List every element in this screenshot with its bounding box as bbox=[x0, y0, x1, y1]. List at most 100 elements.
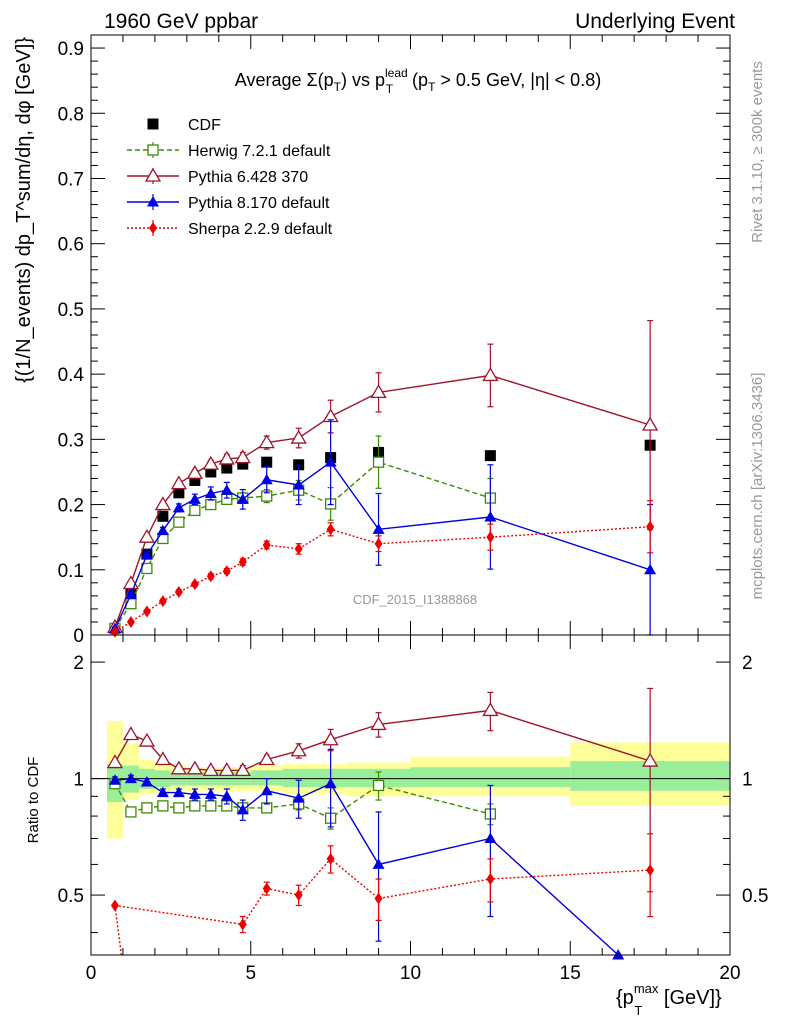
ratio-point bbox=[173, 802, 185, 814]
main-point bbox=[205, 498, 217, 511]
ratio-y-tick-label-right: 2 bbox=[742, 653, 753, 674]
legend-entry-cdf: CDF bbox=[147, 117, 221, 134]
main-y-tick-label: 0.4 bbox=[58, 365, 85, 386]
ratio-point bbox=[292, 792, 305, 803]
main-point bbox=[125, 598, 137, 610]
ratio-series-sherpa-2-2-9-default bbox=[110, 833, 655, 956]
main-point bbox=[484, 450, 496, 462]
main-plot-area: CDF_2015_I1388868 0 0.1 0.2 0.3 0.4 0.5 0.6 0.7… bbox=[58, 34, 731, 647]
x-axis-label: {pmax T [GeV]} bbox=[616, 981, 722, 1018]
main-point bbox=[157, 510, 169, 522]
legend-entry-pythia-8-170-default: Pythia 8.170 default bbox=[127, 194, 330, 212]
main-point bbox=[218, 450, 235, 465]
ratio-point bbox=[124, 772, 137, 784]
main-y-tick-label: 0.6 bbox=[58, 235, 84, 256]
ratio-point bbox=[106, 754, 124, 769]
main-point bbox=[260, 473, 273, 485]
main-point bbox=[172, 501, 185, 513]
xlabel-open: {p bbox=[616, 987, 634, 1009]
ratio-point bbox=[154, 751, 172, 766]
main-series-pythia-6-428-370 bbox=[106, 320, 659, 633]
ratio-band-inner bbox=[282, 768, 347, 788]
ratio-point bbox=[156, 786, 169, 798]
ratio-point bbox=[260, 784, 273, 796]
main-point bbox=[261, 456, 273, 468]
title-sub-t2: T bbox=[386, 82, 394, 96]
legend-label: Pythia 6.428 370 bbox=[188, 169, 308, 186]
main-point bbox=[138, 528, 156, 543]
ratio-point bbox=[641, 752, 659, 767]
main-point bbox=[189, 474, 201, 486]
main-point bbox=[170, 475, 187, 490]
main-y-tick-label: 0.9 bbox=[58, 39, 84, 60]
main-point bbox=[221, 462, 233, 474]
ratio-y-tick-label: 0.5 bbox=[58, 886, 84, 907]
xlabel-sup: max bbox=[634, 981, 659, 996]
mcplots-label: mcplots.cern.ch [arXiv:1306.3436] bbox=[749, 373, 766, 600]
watermark: CDF_2015_I1388868 bbox=[353, 592, 477, 607]
ratio-point bbox=[374, 892, 383, 905]
main-point bbox=[156, 524, 169, 536]
ratio-point bbox=[262, 882, 271, 895]
main-point bbox=[262, 539, 271, 551]
main-point bbox=[174, 585, 183, 598]
legend-label: Pythia 8.170 default bbox=[188, 195, 330, 212]
title-mid: ) vs p bbox=[341, 70, 385, 90]
legend-marker bbox=[147, 196, 159, 207]
ratio-plot-area: 0.5 0.51 12 20 5 10 15 20 bbox=[58, 634, 768, 984]
ratio-point bbox=[125, 806, 137, 818]
ratio-point bbox=[202, 762, 219, 777]
main-point bbox=[486, 531, 495, 544]
main-point bbox=[202, 455, 219, 470]
main-y-tick-label: 0.5 bbox=[58, 300, 84, 321]
x-tick-label: 20 bbox=[719, 963, 740, 984]
ratio-point bbox=[108, 774, 121, 785]
ratio-point bbox=[238, 918, 247, 931]
main-y-tick-label: 0.1 bbox=[58, 561, 84, 582]
header-right: Underlying Event bbox=[575, 10, 735, 33]
title-sub-t3: T bbox=[428, 80, 436, 94]
rivet-label: Rivet 3.1.10, ≥ 300k events bbox=[749, 61, 766, 243]
ratio-point bbox=[326, 852, 335, 865]
header-left: 1960 GeV ppbar bbox=[104, 10, 258, 33]
ratio-point bbox=[372, 779, 385, 792]
main-point bbox=[482, 367, 499, 382]
main-point bbox=[140, 548, 153, 560]
main-point bbox=[372, 456, 385, 468]
x-tick-label: 0 bbox=[86, 963, 97, 984]
ratio-point bbox=[141, 802, 153, 814]
ratio-point bbox=[170, 760, 187, 775]
main-y-tick-label: 0.2 bbox=[58, 496, 84, 517]
ratio-point bbox=[234, 762, 251, 777]
main-point bbox=[206, 570, 215, 583]
main-point bbox=[154, 496, 172, 511]
main-point bbox=[641, 416, 659, 431]
main-series-sherpa-2-2-9-default bbox=[110, 500, 655, 638]
x-tick-label: 5 bbox=[245, 963, 256, 984]
ratio-point bbox=[218, 762, 235, 777]
ratio-point bbox=[204, 788, 217, 799]
ratio-point bbox=[157, 800, 169, 812]
ratio-point bbox=[140, 775, 153, 787]
title-sigma: Σ(p bbox=[307, 70, 334, 90]
main-point bbox=[142, 605, 151, 618]
main-point bbox=[644, 563, 657, 575]
ratio-point bbox=[172, 786, 185, 798]
legend-marker bbox=[147, 118, 159, 130]
main-y-tick-label: 0.7 bbox=[58, 169, 84, 190]
main-point bbox=[293, 459, 305, 471]
main-point bbox=[294, 542, 303, 555]
ratio-point bbox=[612, 949, 625, 960]
ratio-point bbox=[324, 777, 337, 789]
ratio-y-tick-label: 2 bbox=[73, 653, 84, 674]
xlabel-sub: T bbox=[634, 1003, 642, 1018]
ratio-point bbox=[188, 788, 201, 799]
main-point bbox=[292, 479, 305, 490]
title-prefix: Average bbox=[235, 70, 307, 90]
main-point bbox=[188, 493, 201, 504]
ratio-point bbox=[220, 790, 233, 801]
main-point bbox=[326, 523, 335, 536]
ratio-line-tail bbox=[114, 905, 123, 956]
ratio-point bbox=[186, 760, 203, 775]
